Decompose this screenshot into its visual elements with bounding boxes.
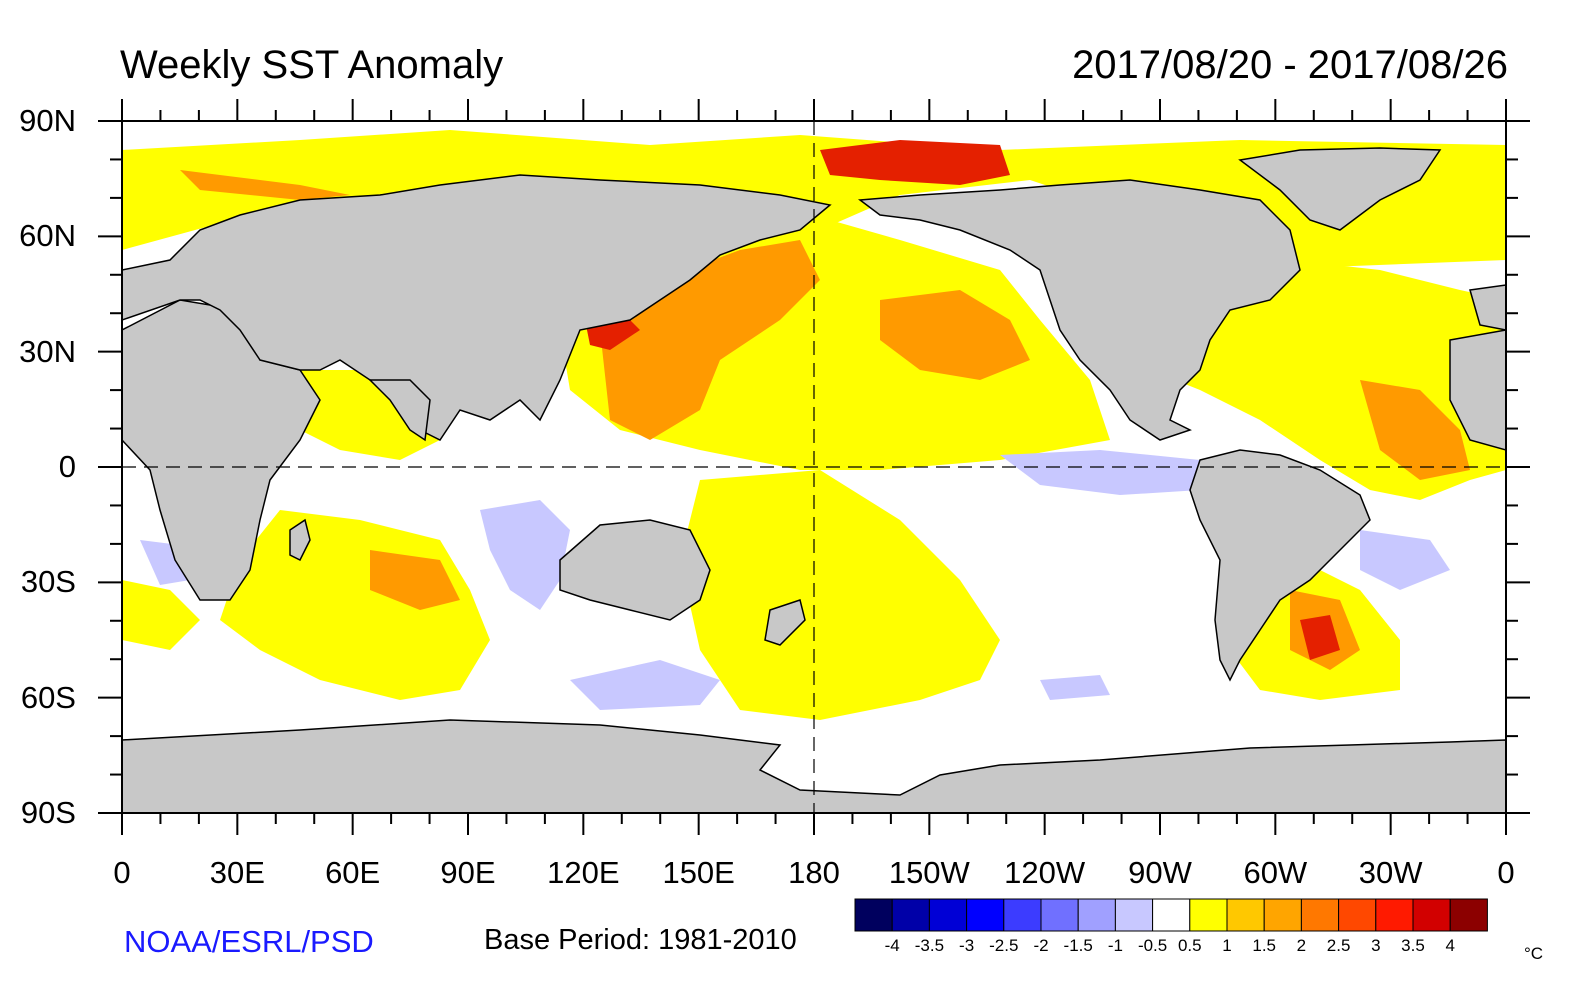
map-title: Weekly SST Anomaly [120, 43, 504, 87]
lon-label: 180 [788, 855, 840, 890]
anomaly-bering-high [820, 140, 1010, 185]
lon-label: 60E [325, 855, 381, 890]
lon-label: 90E [440, 855, 496, 890]
lat-label: 30S [20, 564, 76, 600]
lon-label: 120E [547, 855, 620, 890]
colorbar-swatch [1412, 898, 1451, 932]
colorbar-swatch [1300, 898, 1340, 932]
lat-label: 60N [19, 218, 76, 254]
lon-label: 30W [1358, 855, 1423, 890]
anomaly-south-pacific-cool [570, 660, 720, 710]
colorbar-label: -4 [884, 936, 900, 955]
land-madagascar [289, 518, 311, 562]
anomaly-argentina-high [1300, 615, 1340, 660]
colorbar-label: -0.5 [1137, 936, 1168, 955]
lat-label: 0 [58, 449, 76, 484]
colorbar-swatch [1152, 898, 1191, 932]
anomaly-west-australia-cool [480, 500, 570, 610]
anomaly-se-pacific-cool [1040, 675, 1110, 700]
colorbar [854, 898, 1488, 932]
colorbar-label: 4 [1445, 936, 1455, 955]
colorbar-swatch [1077, 898, 1116, 932]
base-period-text: Base Period: 1981-2010 [484, 924, 797, 956]
lat-label: 90N [19, 103, 76, 138]
colorbar-swatch [1263, 898, 1302, 932]
lon-label: 150W [888, 855, 970, 890]
lon-label: 120W [1004, 855, 1086, 890]
anomaly-natl-mid [1360, 380, 1470, 480]
anomaly-south-west [122, 580, 200, 650]
lat-label: 60S [20, 679, 76, 715]
land-new-zealand [764, 599, 806, 646]
colorbar-swatch [854, 898, 893, 932]
colorbar-label: -1.5 [1063, 936, 1093, 955]
colorbar-label: 2 [1296, 936, 1307, 955]
colorbar-label: -3 [959, 936, 975, 955]
colorbar-swatch [1375, 898, 1414, 932]
lat-label: 30N [19, 333, 76, 369]
date-range: 2017/08/20 - 2017/08/26 [1072, 43, 1508, 87]
anomaly-indian-ocean [300, 370, 440, 460]
anomaly-eq-pacific-cool [1000, 450, 1200, 495]
anomaly-layer [122, 130, 1506, 720]
lon-label: 90W [1128, 855, 1192, 890]
colorbar-label: 3 [1371, 936, 1381, 955]
warm-anomaly-mid [180, 170, 1470, 670]
anomaly-satl-cool [1360, 530, 1450, 590]
colorbar-label: -2.5 [989, 936, 1019, 955]
lon-label: 0 [113, 855, 131, 890]
land-australia [559, 519, 711, 621]
colorbar-unit: °C [1524, 944, 1544, 963]
colorbar-swatch [1449, 898, 1488, 932]
colorbar-label: -3.5 [914, 936, 945, 955]
colorbar-label: -2 [1033, 936, 1049, 955]
colorbar-swatch [928, 898, 968, 932]
anomaly-sio-mid [370, 550, 460, 610]
ticks [98, 99, 1530, 835]
anomaly-npac-central-mid [880, 290, 1030, 380]
colorbar-label: -1 [1107, 936, 1123, 955]
colorbar-swatch [891, 898, 930, 932]
colorbar-swatch [1189, 898, 1228, 932]
land-west-africa-ext [1449, 329, 1506, 451]
land-eurasia [122, 174, 832, 441]
lon-label: 150E [662, 855, 735, 890]
colorbar-swatch [966, 898, 1005, 932]
lon-label: 0 [1497, 855, 1515, 890]
land-india [368, 379, 431, 442]
colorbar-swatch [1338, 898, 1377, 932]
colorbar-label: 2.5 [1326, 936, 1351, 955]
land-layer [122, 147, 1506, 813]
colorbar-label: 1.5 [1252, 936, 1276, 955]
land-north-america [857, 179, 1301, 441]
lon-label: 30E [209, 855, 265, 890]
colorbar-label: 1 [1222, 936, 1232, 955]
credit-text: NOAA/ESRL/PSD [124, 924, 374, 959]
colorbar-label: 0.5 [1177, 936, 1202, 955]
colorbar-swatch [1003, 898, 1042, 932]
colorbar-swatch [1040, 898, 1079, 932]
lat-label: 90S [20, 795, 76, 830]
land-europe-east-ext [1469, 284, 1506, 331]
lon-label: 60W [1243, 855, 1308, 890]
anomaly-arctic-mid [180, 170, 350, 200]
colorbar-swatch [1114, 898, 1154, 932]
land-greenland [1238, 147, 1442, 231]
land-antarctica [122, 719, 1506, 813]
cool-anomaly-weak [140, 450, 1450, 710]
colorbar-swatch [1226, 898, 1265, 932]
colorbar-label: 3.5 [1401, 936, 1425, 955]
anomaly-south-pacific [680, 470, 1000, 720]
